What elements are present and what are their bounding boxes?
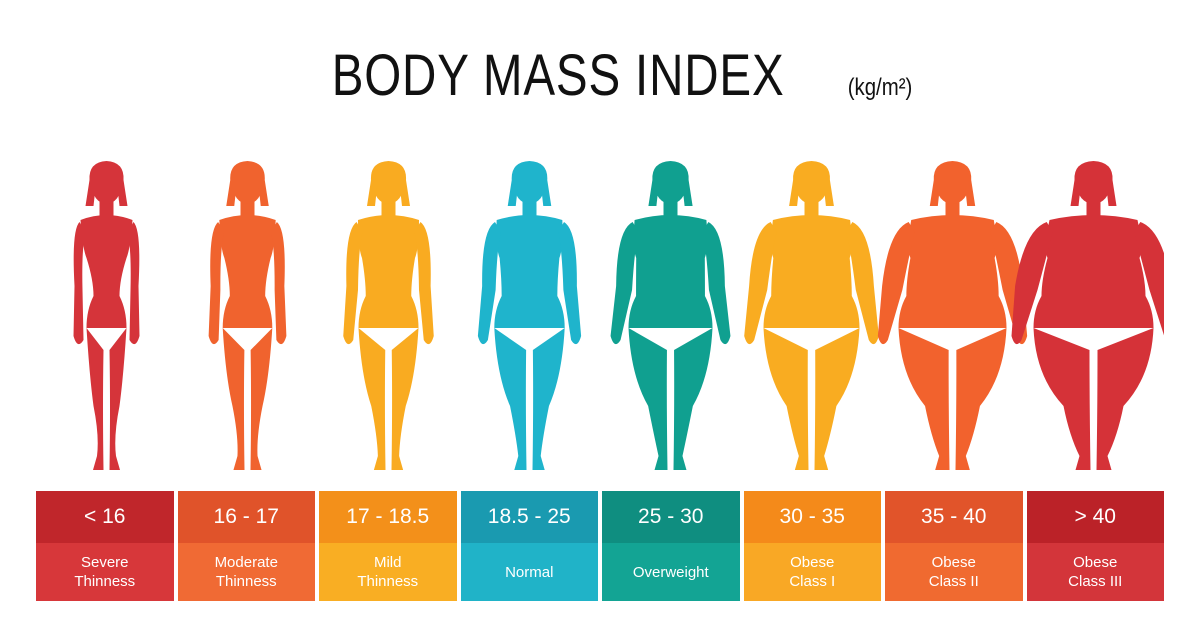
page-title: BODY MASS INDEX (kg/m²) xyxy=(0,42,1200,109)
bmi-category-normal: 18.5 - 25 Normal xyxy=(460,491,598,601)
bmi-category-overweight: 25 - 30 Overweight xyxy=(602,491,740,601)
bmi-category-obese-class-3: > 40 Obese Class III xyxy=(1026,491,1164,601)
silhouette-figure xyxy=(343,161,434,470)
title-unit: (kg/m²) xyxy=(848,74,913,101)
arm-shape xyxy=(1134,222,1164,336)
arm-shape xyxy=(208,222,225,345)
leg-shape xyxy=(391,328,419,470)
bmi-range: 35 - 40 xyxy=(885,491,1023,543)
silhouettes-svg xyxy=(73,161,1164,470)
arm-shape xyxy=(1011,222,1053,345)
arm-shape xyxy=(127,222,140,345)
bmi-label: Severe Thinness xyxy=(36,543,174,601)
torso-shape xyxy=(80,215,133,328)
bmi-range: 18.5 - 25 xyxy=(460,491,598,543)
torso-shape xyxy=(898,215,1007,328)
bmi-category-obese-class-1: 30 - 35 Obese Class I xyxy=(743,491,881,601)
bmi-range: 25 - 30 xyxy=(602,491,740,543)
torso-shape xyxy=(628,215,713,328)
bmi-label: Obese Class III xyxy=(1026,543,1164,601)
leg-shape xyxy=(955,328,1007,470)
arm-shape xyxy=(846,222,879,345)
leg-shape xyxy=(222,328,245,470)
silhouette-figure xyxy=(477,161,582,470)
hair-shape xyxy=(85,161,128,206)
bmi-label: Obese Class II xyxy=(885,543,1023,601)
torso-shape xyxy=(219,215,276,328)
leg-shape xyxy=(250,328,273,470)
bmi-label: Moderate Thinness xyxy=(177,543,315,601)
arm-shape xyxy=(744,222,777,345)
leg-shape xyxy=(628,328,668,470)
leg-shape xyxy=(1033,328,1091,470)
hair-shape xyxy=(648,161,693,206)
silhouette-figure xyxy=(1011,161,1164,470)
bmi-range: 16 - 17 xyxy=(177,491,315,543)
leg-shape xyxy=(358,328,386,470)
body-silhouettes xyxy=(36,158,1164,476)
arm-shape xyxy=(270,222,287,345)
leg-shape xyxy=(86,328,104,470)
hair-shape xyxy=(507,161,552,206)
bmi-range: 30 - 35 xyxy=(743,491,881,543)
bmi-label: Overweight xyxy=(602,543,740,601)
bmi-category-moderate-thinness: 16 - 17 Moderate Thinness xyxy=(177,491,315,601)
silhouette-figure xyxy=(73,161,140,470)
arm-shape xyxy=(343,222,363,345)
torso-shape xyxy=(494,215,565,328)
silhouette-figure xyxy=(610,161,731,470)
leg-shape xyxy=(898,328,950,470)
torso-shape xyxy=(1033,215,1154,328)
leg-shape xyxy=(763,328,809,470)
arm-shape xyxy=(877,222,915,345)
bmi-label: Normal xyxy=(460,543,598,601)
arm-shape xyxy=(477,222,501,345)
leg-shape xyxy=(494,328,527,470)
arm-shape xyxy=(73,222,86,345)
torso-shape xyxy=(358,215,419,328)
bmi-range: > 40 xyxy=(1026,491,1164,543)
bmi-label: Mild Thinness xyxy=(319,543,457,601)
silhouette-figure xyxy=(208,161,287,470)
hair-shape xyxy=(929,161,976,206)
torso-shape xyxy=(763,215,860,328)
hair-shape xyxy=(1070,161,1117,206)
hair-shape xyxy=(226,161,269,206)
leg-shape xyxy=(814,328,860,470)
bmi-label: Obese Class I xyxy=(743,543,881,601)
hair-shape xyxy=(367,161,410,206)
arm-shape xyxy=(702,222,731,345)
leg-shape xyxy=(109,328,127,470)
leg-shape xyxy=(532,328,565,470)
bmi-range: 17 - 18.5 xyxy=(319,491,457,543)
bmi-category-row: < 16 Severe Thinness 16 - 17 Moderate Th… xyxy=(36,491,1164,601)
bmi-category-severe-thinness: < 16 Severe Thinness xyxy=(36,491,174,601)
leg-shape xyxy=(1096,328,1154,470)
bmi-range: < 16 xyxy=(36,491,174,543)
title-main: BODY MASS INDEX xyxy=(331,43,785,108)
bmi-category-mild-thinness: 17 - 18.5 Mild Thinness xyxy=(319,491,457,601)
hair-shape xyxy=(789,161,834,206)
silhouette-figure xyxy=(744,161,879,470)
leg-shape xyxy=(673,328,713,470)
arm-shape xyxy=(558,222,582,345)
bmi-category-obese-class-2: 35 - 40 Obese Class II xyxy=(885,491,1023,601)
arm-shape xyxy=(610,222,639,345)
arm-shape xyxy=(414,222,434,345)
silhouette-figure xyxy=(877,161,1028,470)
